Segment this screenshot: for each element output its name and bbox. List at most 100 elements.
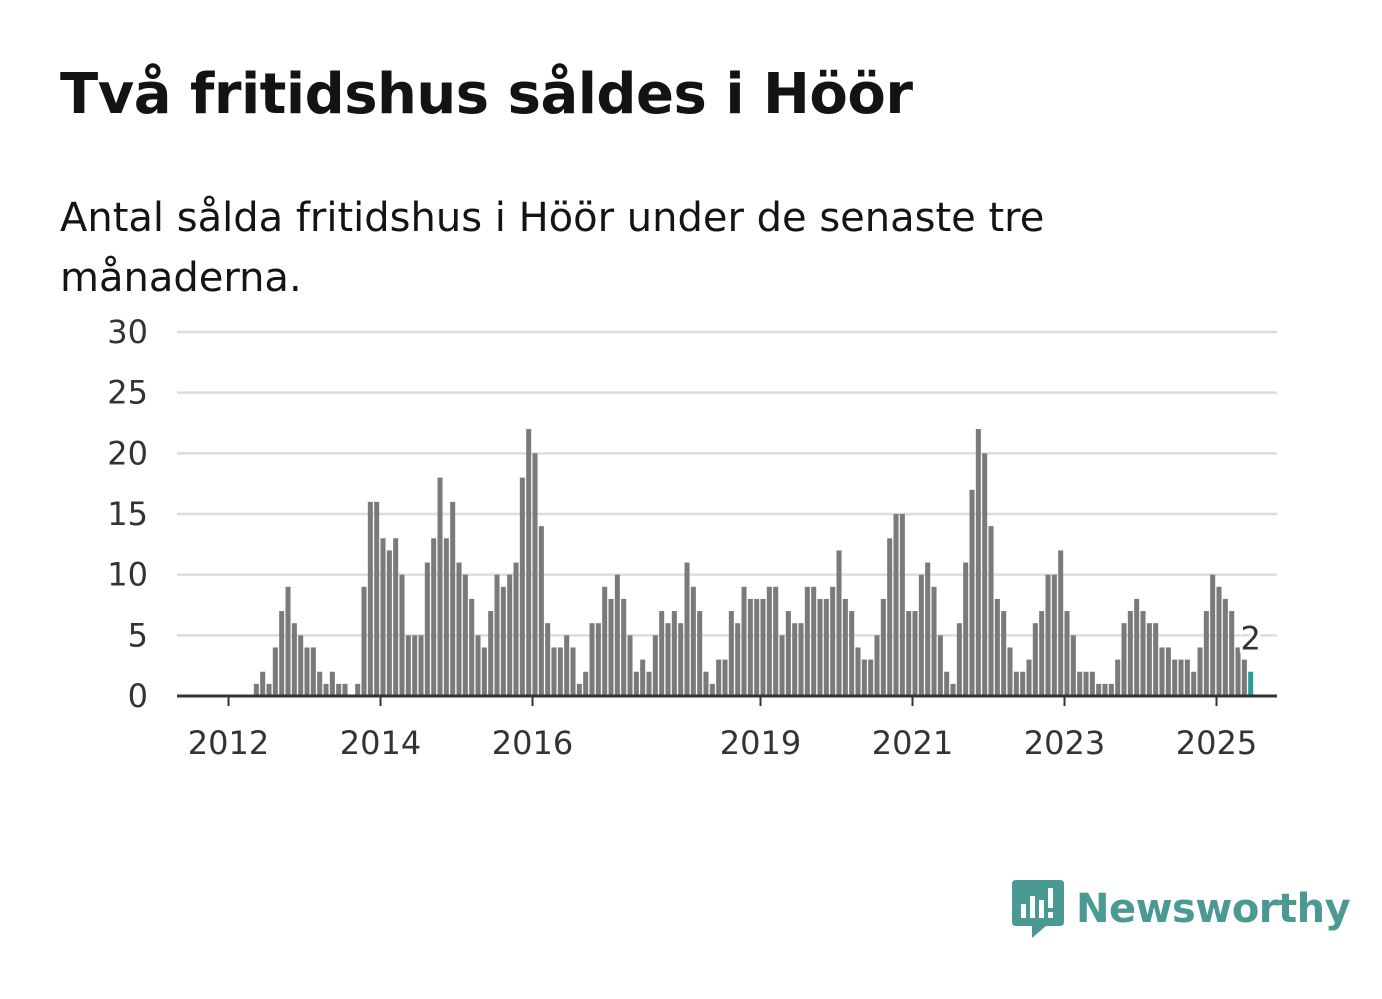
bar xyxy=(1045,574,1051,696)
bar xyxy=(811,586,817,696)
bar xyxy=(260,671,266,696)
bar xyxy=(355,683,361,696)
bar xyxy=(595,623,601,696)
bar xyxy=(361,586,367,696)
bar xyxy=(735,623,741,696)
y-tick-label: 20 xyxy=(107,434,148,472)
bar xyxy=(1172,659,1178,696)
brand-name: Newsworthy xyxy=(1076,886,1351,932)
bar xyxy=(918,574,924,696)
last-value-label: 2 xyxy=(1241,620,1261,658)
y-tick-label: 0 xyxy=(128,677,148,715)
bar xyxy=(1159,647,1165,696)
bar xyxy=(526,429,532,696)
bar xyxy=(1001,611,1007,696)
chart-title: Två fritidshus såldes i Höör xyxy=(60,62,913,127)
bar xyxy=(880,598,886,696)
x-tick-label: 2016 xyxy=(492,724,573,762)
bar xyxy=(570,647,576,696)
bar xyxy=(950,683,956,696)
x-tick-label: 2012 xyxy=(188,724,269,762)
bar xyxy=(1229,611,1235,696)
bar xyxy=(912,611,918,696)
bar xyxy=(1121,623,1127,696)
bar xyxy=(494,574,500,696)
bar xyxy=(298,635,304,696)
bar xyxy=(608,598,614,696)
bar xyxy=(760,598,766,696)
y-tick-label: 10 xyxy=(107,556,148,594)
bar xyxy=(665,623,671,696)
bar xyxy=(266,683,272,696)
bar xyxy=(690,586,696,696)
bar xyxy=(830,586,836,696)
bar xyxy=(963,562,969,696)
bar xyxy=(823,598,829,696)
bar xyxy=(728,611,734,696)
bar xyxy=(304,647,310,696)
bar xyxy=(380,538,386,696)
bar xyxy=(1007,647,1013,696)
bar xyxy=(1032,623,1038,696)
bar xyxy=(937,635,943,696)
bar xyxy=(551,647,557,696)
bar xyxy=(956,623,962,696)
bar xyxy=(488,611,494,696)
bar xyxy=(374,501,380,696)
bar xyxy=(1026,659,1032,696)
bar xyxy=(1096,683,1102,696)
highlighted-bar xyxy=(1248,671,1254,696)
bar xyxy=(671,611,677,696)
bar xyxy=(988,526,994,696)
bar xyxy=(1077,671,1083,696)
bar xyxy=(994,598,1000,696)
bar xyxy=(633,671,639,696)
bar xyxy=(285,586,291,696)
bar xyxy=(1197,647,1203,696)
bar xyxy=(836,550,842,696)
bar xyxy=(1064,611,1070,696)
bar xyxy=(342,683,348,696)
bar xyxy=(678,623,684,696)
bar xyxy=(576,683,582,696)
bar xyxy=(1191,671,1197,696)
bar xyxy=(279,611,285,696)
bar xyxy=(329,671,335,696)
bar xyxy=(1146,623,1152,696)
bar xyxy=(754,598,760,696)
bar xyxy=(1222,598,1228,696)
bar xyxy=(652,635,658,696)
bar xyxy=(336,683,342,696)
bar xyxy=(431,538,437,696)
bar xyxy=(1210,574,1216,696)
bar xyxy=(469,598,475,696)
bar xyxy=(703,671,709,696)
bar xyxy=(893,514,899,696)
bar xyxy=(1083,671,1089,696)
chart-subtitle: Antal sålda fritidshus i Höör under de s… xyxy=(60,195,1045,301)
bar xyxy=(1203,611,1209,696)
bar xyxy=(792,623,798,696)
bar xyxy=(982,453,988,696)
bar xyxy=(849,611,855,696)
bar xyxy=(785,611,791,696)
bar xyxy=(716,659,722,696)
bar xyxy=(659,611,665,696)
bar xyxy=(437,477,443,696)
newsworthy-logo-icon xyxy=(1012,880,1064,938)
bar xyxy=(557,647,563,696)
bar xyxy=(564,635,570,696)
bar xyxy=(513,562,519,696)
bar xyxy=(405,635,411,696)
bar xyxy=(583,671,589,696)
bar xyxy=(773,586,779,696)
bar xyxy=(1058,550,1064,696)
bar xyxy=(602,586,608,696)
y-tick-label: 15 xyxy=(107,495,148,533)
bar xyxy=(614,574,620,696)
bar xyxy=(475,635,481,696)
bar xyxy=(640,659,646,696)
x-tick-label: 2019 xyxy=(720,724,801,762)
x-tick-label: 2025 xyxy=(1176,724,1257,762)
